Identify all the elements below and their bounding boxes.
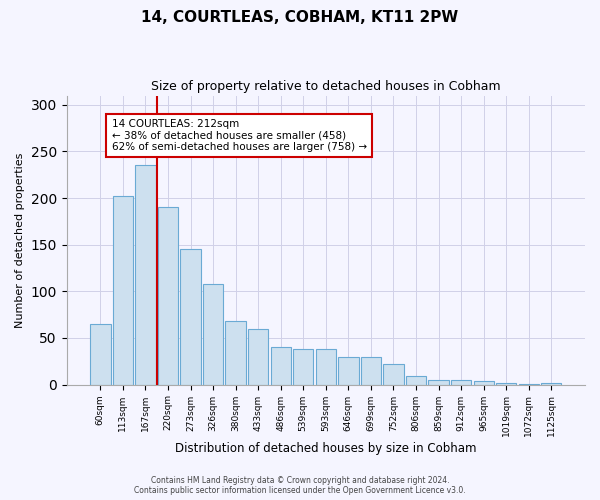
Y-axis label: Number of detached properties: Number of detached properties xyxy=(15,152,25,328)
Bar xyxy=(496,382,517,384)
Bar xyxy=(406,376,426,384)
X-axis label: Distribution of detached houses by size in Cobham: Distribution of detached houses by size … xyxy=(175,442,476,455)
Bar xyxy=(383,364,404,384)
Bar xyxy=(271,348,291,385)
Bar xyxy=(181,250,200,384)
Bar xyxy=(158,206,178,384)
Bar xyxy=(113,196,133,384)
Bar xyxy=(451,380,471,384)
Bar xyxy=(203,284,223,384)
Text: 14 COURTLEAS: 212sqm
← 38% of detached houses are smaller (458)
62% of semi-deta: 14 COURTLEAS: 212sqm ← 38% of detached h… xyxy=(112,119,367,152)
Bar xyxy=(361,356,381,384)
Bar xyxy=(293,349,313,384)
Bar xyxy=(541,382,562,384)
Bar xyxy=(248,328,268,384)
Bar xyxy=(316,349,336,384)
Text: Contains HM Land Registry data © Crown copyright and database right 2024.
Contai: Contains HM Land Registry data © Crown c… xyxy=(134,476,466,495)
Bar xyxy=(90,324,110,384)
Text: 14, COURTLEAS, COBHAM, KT11 2PW: 14, COURTLEAS, COBHAM, KT11 2PW xyxy=(142,10,458,25)
Bar xyxy=(473,381,494,384)
Bar xyxy=(226,321,246,384)
Bar xyxy=(428,380,449,384)
Title: Size of property relative to detached houses in Cobham: Size of property relative to detached ho… xyxy=(151,80,500,93)
Bar xyxy=(338,356,359,384)
Bar xyxy=(136,166,155,384)
